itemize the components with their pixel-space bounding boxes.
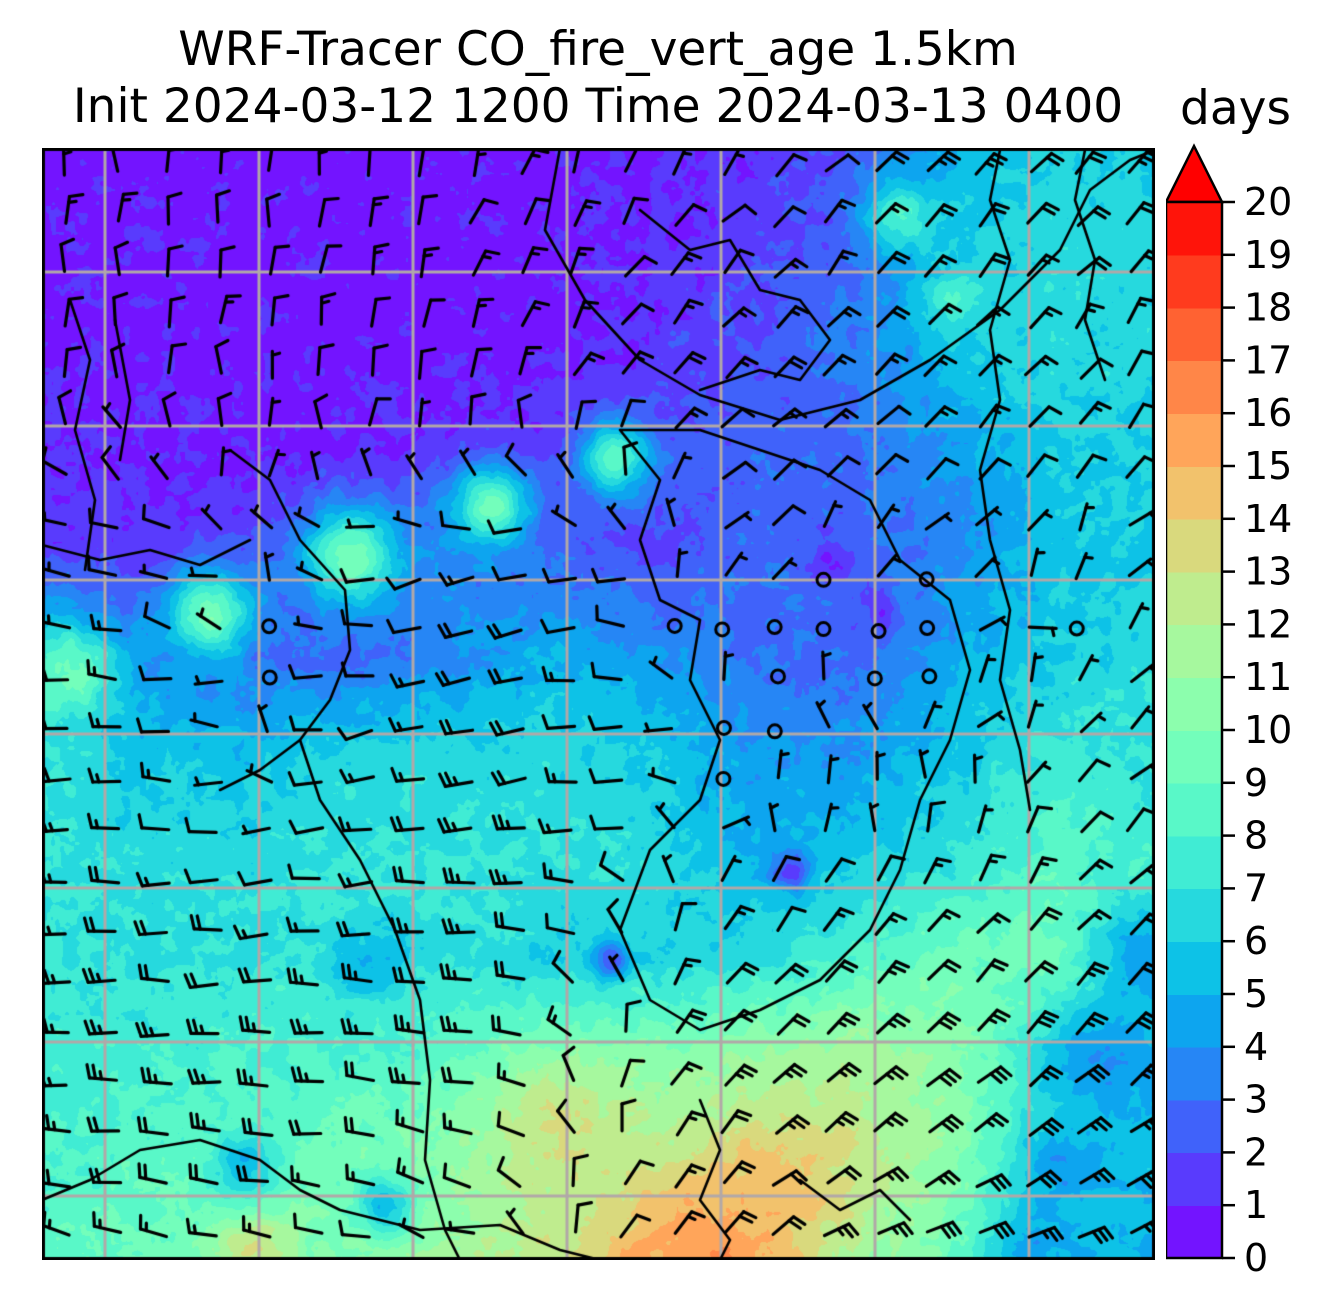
colorbar-tick-label: 7 — [1244, 866, 1268, 910]
colorbar-segment — [1166, 624, 1222, 678]
colorbar-tick-label: 10 — [1244, 708, 1292, 752]
colorbar-tick-label: 2 — [1244, 1130, 1268, 1174]
colorbar-segment — [1166, 571, 1222, 626]
colorbar-tick-label: 8 — [1244, 814, 1268, 858]
colorbar-tick-label: 1 — [1244, 1183, 1268, 1227]
colorbar-tick-label: 16 — [1244, 391, 1292, 435]
colorbar-segment — [1166, 677, 1222, 731]
colorbar-segment — [1166, 1099, 1222, 1154]
colorbar-segment — [1166, 835, 1222, 890]
colorbar-segment — [1166, 1046, 1222, 1101]
colorbar-tick-label: 11 — [1244, 655, 1292, 699]
colorbar-segment — [1166, 360, 1222, 414]
colorbar-segment — [1166, 518, 1222, 573]
colorbar-segment — [1166, 888, 1222, 942]
colorbar-segment — [1166, 782, 1222, 837]
colorbar-segment — [1166, 1152, 1222, 1206]
figure-title: WRF-Tracer CO_fire_vert_age 1.5km — [178, 22, 1018, 77]
colorbar-tick-label: 9 — [1244, 761, 1268, 805]
colorbar-unit-label: days — [1180, 81, 1291, 136]
colorbar-segment — [1166, 202, 1222, 256]
colorbar-tick-label: 12 — [1244, 602, 1292, 646]
colorbar-overflow-arrow-icon — [1166, 143, 1225, 204]
colorbar-tick-label: 20 — [1244, 180, 1292, 224]
colorbar-tick-label: 18 — [1244, 286, 1292, 330]
colorbar-tick-label: 19 — [1244, 233, 1292, 277]
colorbar-tick-label: 6 — [1244, 919, 1268, 963]
colorbar-segment — [1166, 307, 1222, 362]
figure-subtitle: Init 2024-03-12 1200 Time 2024-03-13 040… — [72, 79, 1124, 134]
colorbar-segment — [1166, 466, 1222, 520]
colorbar-segment — [1166, 413, 1222, 467]
colorbar-tick-label: 17 — [1244, 338, 1292, 382]
colorbar-segment — [1166, 1205, 1222, 1259]
colorbar-tick-label: 13 — [1244, 550, 1292, 594]
colorbar-segment — [1166, 941, 1222, 995]
colorbar-segment — [1166, 994, 1222, 1048]
colorbar-tick-label: 3 — [1244, 1078, 1268, 1122]
colorbar-tick-label: 14 — [1244, 497, 1292, 541]
colorbar-tick-label: 5 — [1244, 972, 1268, 1016]
colorbar-tick-label: 4 — [1244, 1025, 1268, 1069]
map-canvas — [42, 148, 1155, 1260]
colorbar-tick-label: 0 — [1244, 1236, 1268, 1273]
colorbar-segment — [1166, 254, 1222, 309]
colorbar-tick-label: 15 — [1244, 444, 1292, 488]
colorbar-segment — [1166, 730, 1222, 784]
